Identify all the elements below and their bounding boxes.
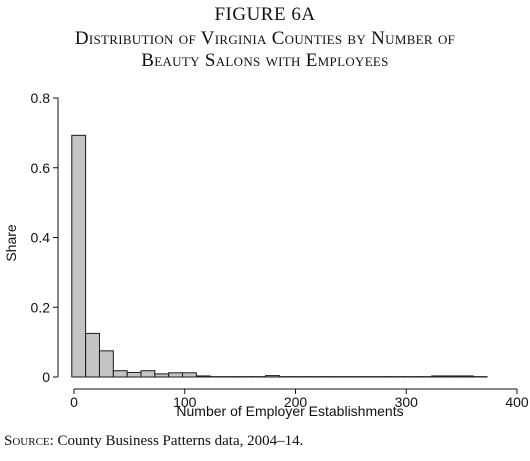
y-tick-label: 0.6 — [31, 160, 51, 176]
histogram-bar — [445, 375, 460, 378]
histogram-bar — [154, 373, 170, 378]
histogram-bar — [431, 375, 447, 378]
x-axis-label: Number of Employer Establishments — [176, 403, 403, 419]
histogram-bar — [126, 371, 142, 378]
x-tick-label: 200 — [284, 394, 308, 410]
x-tick-label: 400 — [505, 394, 529, 410]
histogram-bar — [182, 372, 197, 378]
histogram-bars — [71, 134, 488, 378]
x-axis: 0 100 200 300 400 — [70, 388, 529, 410]
y-axis: 0 0.2 0.4 0.6 0.8 — [31, 90, 59, 385]
x-tick-label: 0 — [70, 394, 78, 410]
y-tick-label: 0.8 — [31, 90, 51, 106]
y-tick-label: 0.2 — [31, 299, 51, 315]
source-note: Source: County Business Patterns data, 2… — [4, 433, 303, 450]
histogram-bar — [195, 375, 211, 378]
figure-label: FIGURE 6A — [214, 4, 316, 25]
y-tick-label: 0.4 — [31, 230, 51, 246]
histogram-bar — [85, 332, 100, 378]
source-text: County Business Patterns data, 2004–14. — [53, 433, 304, 449]
y-axis-label: Share — [3, 224, 19, 262]
histogram-bar — [265, 375, 280, 378]
histogram-bar — [71, 134, 87, 378]
source-label: Source: — [4, 433, 54, 449]
histogram-bar — [140, 370, 156, 378]
histogram-bar — [98, 350, 114, 378]
x-tick-label: 100 — [173, 394, 197, 410]
histogram-bar — [112, 370, 128, 378]
x-tick-label: 300 — [395, 394, 419, 410]
histogram-bar — [168, 372, 184, 378]
chart-title-line-1: Distribution of Virginia Counties by Num… — [74, 28, 456, 49]
histogram-chart: 0 0.2 0.4 0.6 0.8 0 100 200 300 400 Share Number… — [3, 90, 529, 419]
chart-title-line-2: Beauty Salons with Employees — [141, 50, 389, 71]
y-tick-label: 0 — [42, 369, 50, 385]
histogram-bar — [458, 375, 474, 378]
